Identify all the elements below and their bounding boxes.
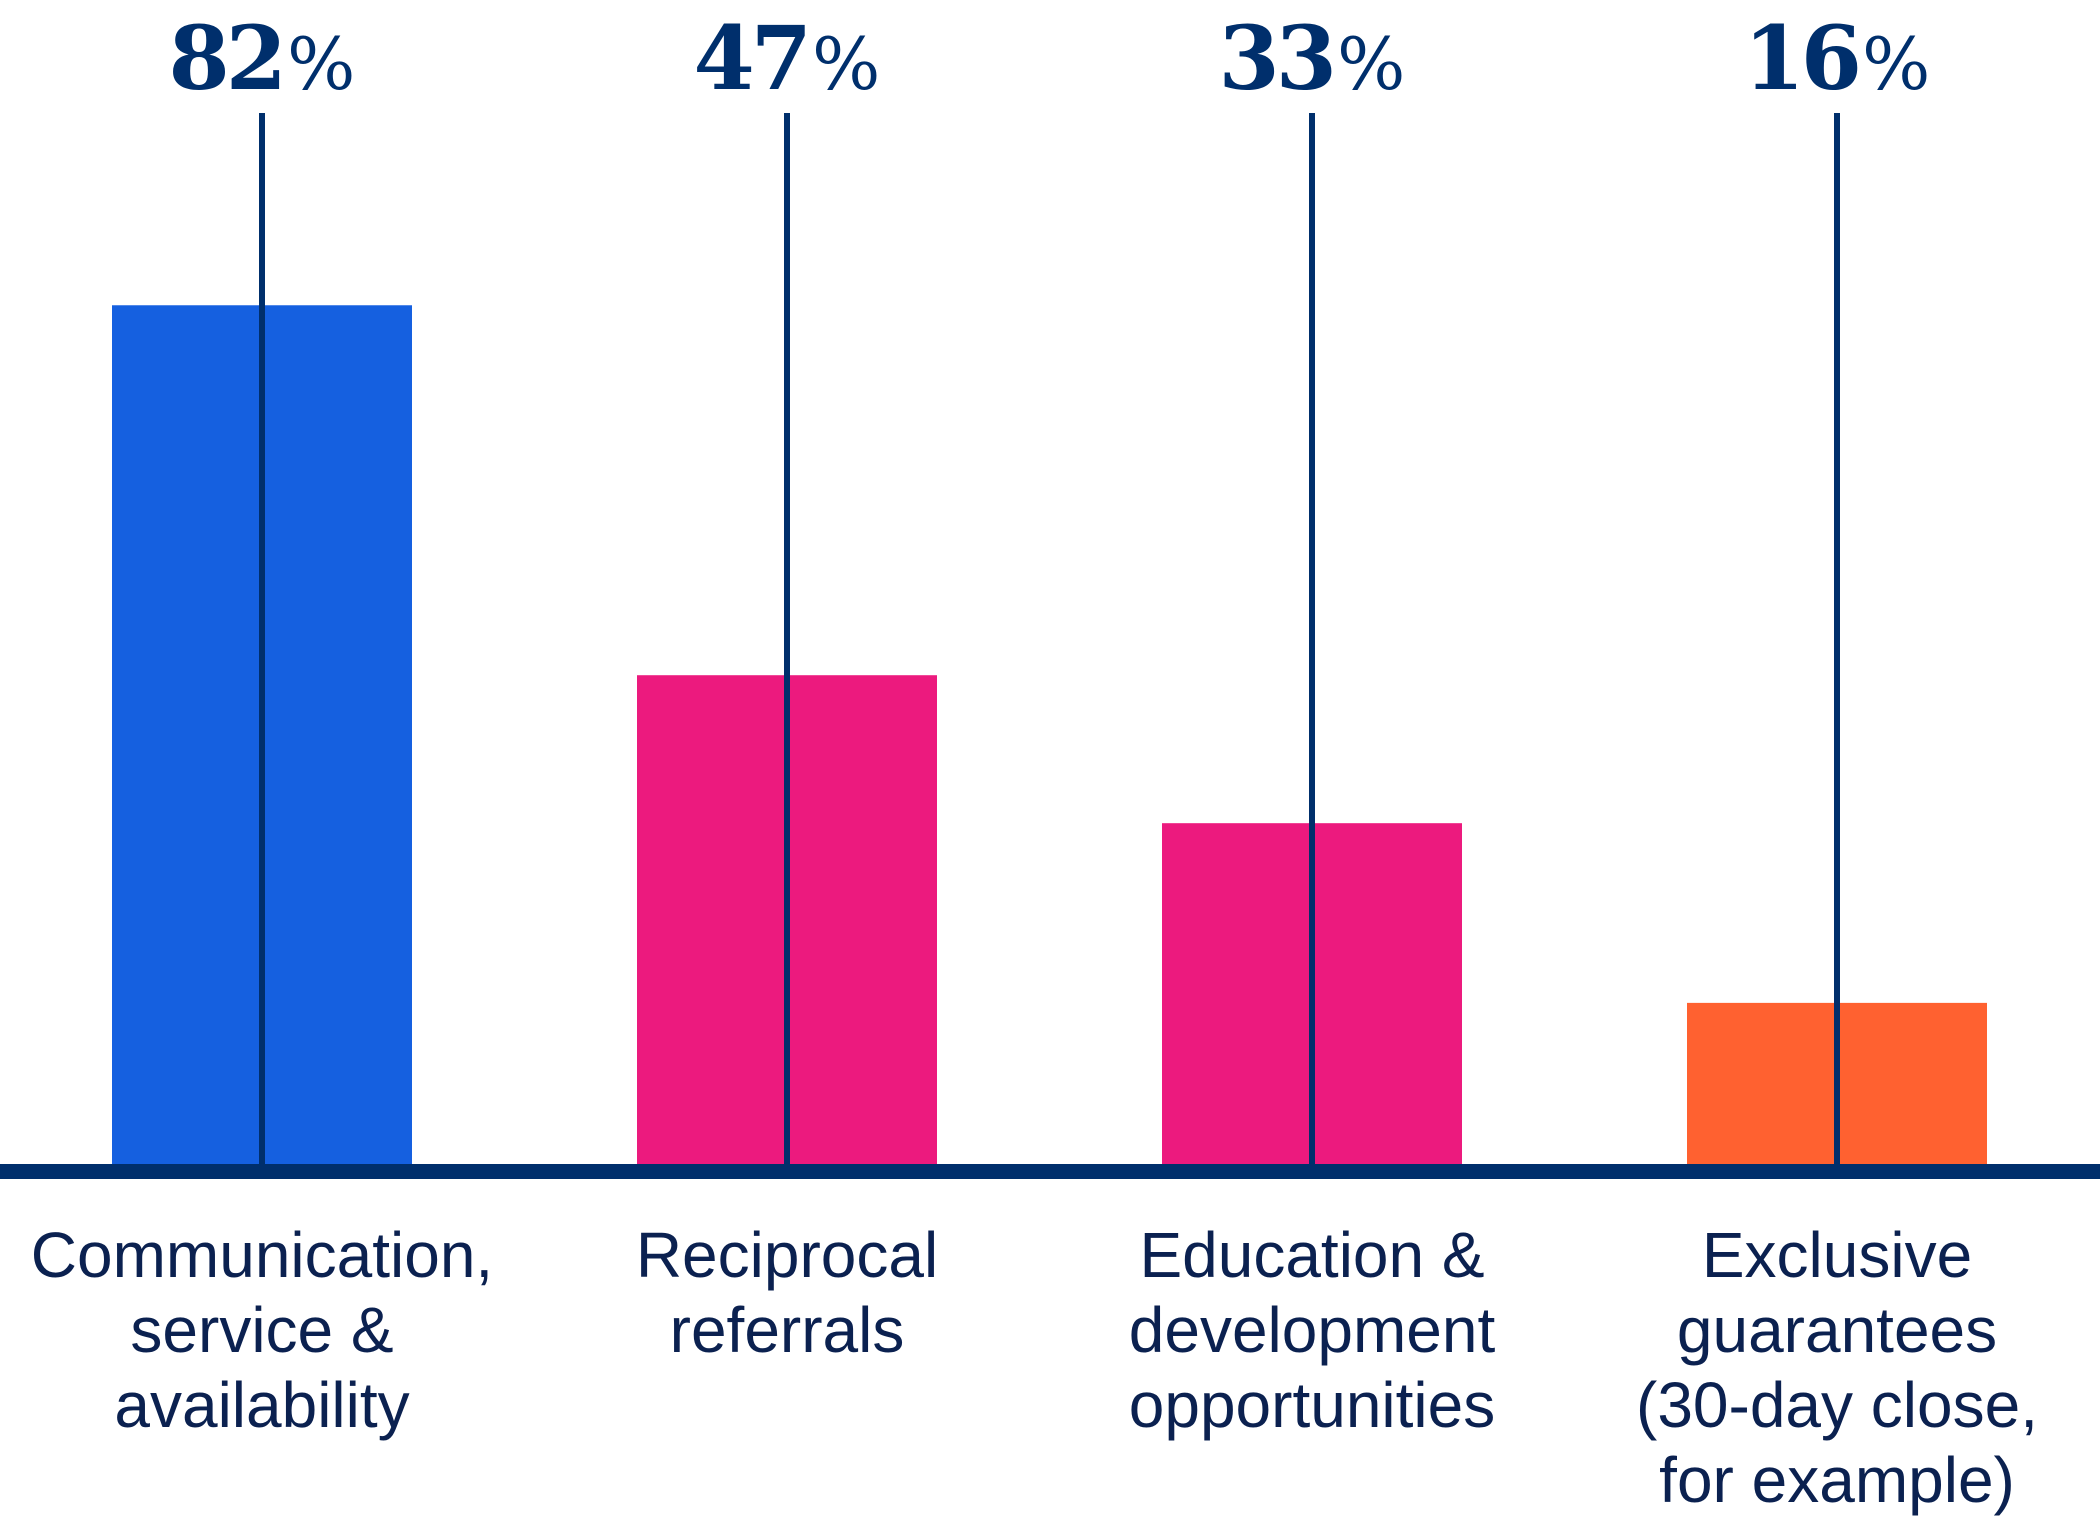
value-label-1: 82% (169, 6, 356, 110)
category-label-2: Reciprocal referrals (636, 1219, 938, 1366)
category-label-3: Education & development opportunities (1129, 1219, 1496, 1441)
category-label-1: Communication, service & availability (31, 1219, 493, 1441)
value-label-4: 16% (1744, 6, 1931, 110)
category-label-4: Exclusive guarantees (30-day close, for exa… (1636, 1219, 2038, 1516)
value-label-2: 47% (694, 6, 881, 110)
x-axis-baseline (0, 1164, 2100, 1179)
value-label-3: 33% (1219, 6, 1406, 110)
